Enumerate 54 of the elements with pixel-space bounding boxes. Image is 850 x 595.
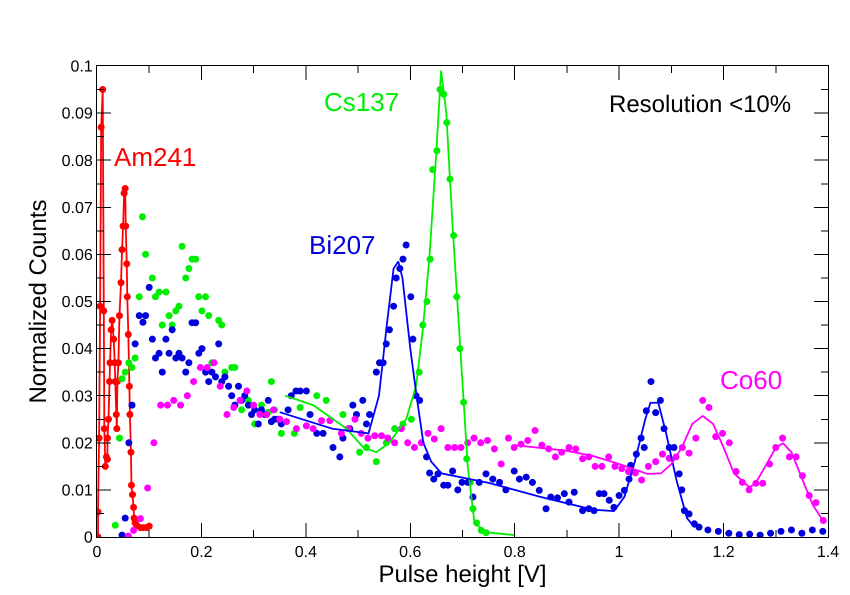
series-label: Cs137	[324, 87, 400, 117]
y-tick-label: 0.09	[62, 106, 93, 123]
x-tick-label: 0.6	[399, 544, 422, 562]
point	[126, 411, 134, 418]
series-label: Bi207	[309, 230, 376, 260]
point	[126, 382, 133, 390]
x-tick-label: 1.2	[712, 544, 735, 562]
point	[129, 491, 136, 498]
x-tick-label: 1.4	[816, 544, 840, 562]
point	[116, 312, 123, 320]
point	[124, 330, 132, 338]
point	[102, 462, 109, 470]
point	[146, 522, 153, 530]
y-axis-title: Normalized Counts	[24, 199, 52, 404]
point	[122, 184, 129, 192]
x-tick-label: 0.8	[504, 544, 526, 562]
y-tick-label: 0	[84, 530, 93, 547]
point	[108, 326, 115, 334]
y-tick-label: 0.05	[62, 294, 93, 312]
y-tick-label: 0.07	[62, 200, 93, 217]
point	[98, 124, 105, 131]
line-series	[284, 70, 516, 536]
y-tick-label: 0.03	[62, 388, 93, 406]
x-tick-label: 0.2	[190, 544, 213, 562]
point	[118, 279, 125, 286]
point	[104, 416, 112, 423]
point	[100, 307, 108, 314]
x-tick-label: 1	[614, 544, 624, 562]
point	[104, 456, 111, 463]
series-label: Am241	[114, 142, 196, 172]
x-tick-label: 0.4	[294, 544, 318, 562]
point	[106, 378, 114, 386]
point	[112, 411, 120, 418]
y-tick-label: 0.04	[62, 341, 93, 358]
y-tick-label: 0.08	[62, 152, 93, 170]
x-axis-title: Pulse height [V]	[378, 561, 547, 588]
y-tick-label: 0.1	[70, 58, 93, 76]
point	[124, 293, 131, 300]
y-tick-label: 0.02	[62, 435, 93, 452]
point	[130, 504, 138, 511]
point	[123, 260, 130, 268]
annotation: Resolution <10%	[609, 91, 792, 118]
point	[118, 246, 126, 254]
y-tick-label: 0.06	[62, 247, 93, 264]
point	[128, 482, 135, 489]
point	[97, 302, 104, 310]
series-label: Co60	[720, 365, 782, 395]
point	[127, 448, 134, 456]
point	[113, 425, 120, 432]
point	[100, 425, 108, 432]
y-tick-label: 0.01	[62, 482, 93, 500]
point	[104, 434, 111, 442]
point	[108, 316, 116, 324]
point	[97, 434, 103, 442]
